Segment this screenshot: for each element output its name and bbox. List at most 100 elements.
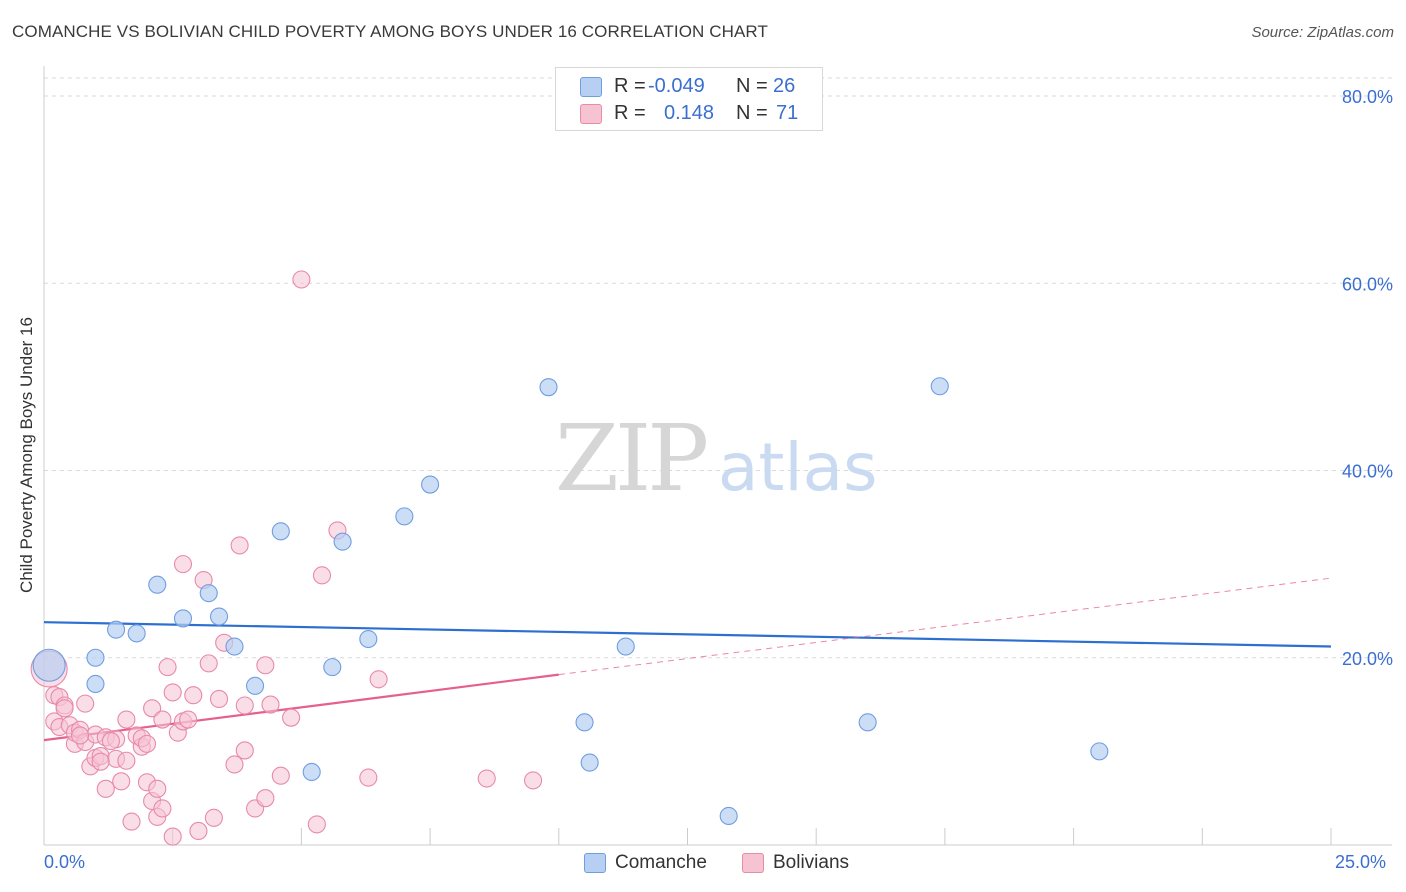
comanche-point	[32, 648, 66, 682]
bolivians-point	[209, 689, 229, 708]
bolivians-point	[282, 708, 301, 727]
y-tick-labels: 20.0% 40.0% 60.0% 80.0%	[1342, 87, 1393, 669]
legend-r-value: 0.148	[664, 102, 715, 124]
legend-row-bolivians: R = 0.148 N = 71	[556, 101, 822, 127]
watermark: ZIP atlas	[555, 405, 878, 512]
bolivians-point	[153, 710, 172, 729]
legend-r-label: R =	[614, 102, 646, 124]
bolivians-point	[91, 752, 110, 771]
bolivians-point	[524, 771, 543, 790]
correlation-legend: R = -0.049 N = 26 R = 0.148 N = 71	[555, 67, 823, 131]
bolivians-point	[76, 694, 95, 713]
x-tick-label-max: 25.0%	[1335, 852, 1387, 872]
comanche-point	[323, 658, 342, 677]
comanche-point	[575, 713, 594, 732]
bolivians-point	[55, 699, 74, 718]
comanche-point	[302, 762, 321, 782]
bolivians-point	[204, 808, 223, 827]
bolivians-point	[158, 658, 177, 677]
grid-lines	[44, 77, 1392, 659]
bolivians-point	[271, 766, 290, 785]
legend-n-label: N =	[736, 75, 768, 97]
y-tick-label: 40.0%	[1342, 462, 1393, 482]
comanche-trend-line	[43, 621, 1332, 648]
legend-swatch-comanche	[580, 77, 602, 97]
bolivians-point	[292, 270, 311, 289]
bolivians-point	[117, 751, 136, 770]
watermark-zip: ZIP	[555, 405, 706, 512]
comanche-point	[107, 620, 126, 639]
bottom-legend-label-bolivians: Bolivians	[773, 852, 850, 873]
legend-row-comanche: R = -0.049 N = 26	[556, 74, 822, 100]
comanche-point	[127, 624, 146, 643]
bolivians-point	[163, 683, 182, 702]
bolivians-point	[143, 699, 162, 718]
y-axis-label: Child Poverty Among Boys Under 16	[17, 317, 36, 593]
comanche-point	[930, 377, 949, 396]
bolivians-point	[199, 654, 218, 673]
bolivians-point	[307, 815, 326, 834]
bolivians-point	[477, 769, 496, 788]
legend-swatch-bolivians	[580, 104, 602, 124]
comanche-point	[333, 532, 352, 551]
bolivians-point	[179, 710, 198, 729]
comanche-point	[86, 674, 105, 694]
bolivians-trend-line	[43, 673, 559, 742]
bottom-legend-swatch-bolivians	[742, 853, 764, 873]
legend-n-value: 26	[773, 75, 796, 97]
bolivians-point	[369, 670, 388, 689]
y-tick-label: 20.0%	[1342, 649, 1393, 669]
bolivians-point	[173, 555, 193, 574]
bolivians-point	[163, 827, 182, 846]
comanche-point	[86, 648, 105, 667]
comanche-point	[539, 378, 558, 397]
bolivians-point	[184, 686, 203, 705]
bolivians-point	[117, 710, 136, 729]
bolivians-point	[359, 768, 378, 787]
bolivians-point	[312, 566, 332, 585]
bolivians-point	[256, 656, 275, 675]
comanche-point	[246, 676, 265, 695]
bolivians-point	[101, 732, 120, 751]
comanche-points	[32, 377, 1109, 826]
bolivians-point	[148, 779, 167, 798]
comanche-point	[395, 507, 414, 526]
comanche-point	[225, 637, 244, 656]
comanche-point	[199, 584, 218, 603]
bolivians-point	[235, 741, 254, 760]
bolivians-point	[189, 821, 208, 841]
legend-n-label: N =	[736, 102, 768, 124]
bolivians-point	[122, 812, 141, 831]
bolivians-points	[30, 270, 543, 846]
bolivians-point	[261, 695, 280, 714]
bolivians-point	[225, 755, 244, 774]
x-tick-label-min: 0.0%	[44, 852, 86, 872]
y-tick-label: 80.0%	[1342, 87, 1393, 107]
trend-lines	[43, 577, 1332, 742]
chart-title: COMANCHE VS BOLIVIAN CHILD POVERTY AMONG…	[12, 22, 768, 41]
y-tick-label: 60.0%	[1342, 274, 1393, 294]
bolivians-point	[235, 696, 254, 715]
legend-r-label: R =	[614, 75, 646, 97]
comanche-point	[173, 609, 193, 628]
comanche-point	[148, 575, 167, 594]
comanche-point	[271, 522, 290, 541]
comanche-point	[421, 475, 440, 494]
comanche-point	[580, 753, 599, 772]
comanche-point	[209, 607, 229, 626]
bolivians-point	[137, 734, 157, 753]
comanche-point	[858, 713, 877, 732]
legend-r-value: -0.049	[648, 75, 705, 97]
source-credit: Source: ZipAtlas.com	[1251, 24, 1394, 41]
comanche-point	[616, 637, 635, 656]
comanche-point	[1090, 742, 1109, 761]
bolivians-point	[96, 779, 115, 798]
bolivians-point	[70, 726, 90, 745]
bolivians-point	[153, 799, 172, 818]
bolivians-point	[112, 772, 131, 791]
legend-n-value: 71	[776, 102, 799, 124]
comanche-point	[719, 806, 738, 826]
bolivians-point	[230, 536, 249, 555]
bolivians-trend-extension	[558, 577, 1332, 676]
